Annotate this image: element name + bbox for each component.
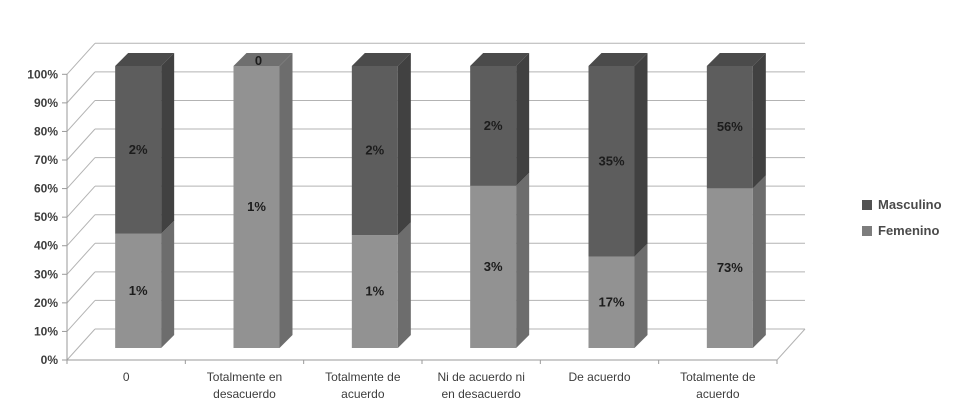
data-label-masculino-5: 56% (717, 119, 743, 134)
data-label-femenino-5: 73% (717, 260, 743, 275)
bar-3-top-face (470, 53, 530, 66)
bar-2-masculino-side (397, 53, 411, 236)
data-label-femenino-0: 1% (129, 283, 148, 298)
bar-5-femenino-segment (706, 188, 753, 348)
gridline-depth-connector (66, 242, 96, 275)
x-axis-label-5: Totalmente de acuerdo (680, 370, 756, 401)
bar-0-masculino-side (161, 53, 175, 234)
bar-3-masculino-segment (470, 66, 517, 186)
legend-item-femenino: Femenino (862, 223, 942, 238)
bar-1-femenino-segment (233, 66, 280, 348)
legend-item-masculino: Masculino (862, 197, 942, 212)
x-axis-label-1: Totalmente en desacuerdo (207, 370, 282, 401)
y-axis-label-80%: 80% (34, 124, 58, 138)
data-label-femenino-2: 1% (365, 284, 384, 299)
bar-3-femenino-side (516, 172, 530, 348)
bar-3-masculino-side (516, 53, 530, 186)
gridline-depth-connector (66, 328, 96, 361)
gridline-depth-connector (66, 71, 96, 104)
y-axis-label-20%: 20% (34, 296, 58, 310)
gridline-depth-connector (66, 271, 96, 304)
bar-3-femenino-segment (470, 185, 517, 348)
gridline-depth-connector (66, 100, 96, 132)
gridline-depth-connector (66, 157, 96, 189)
y-axis-label-50%: 50% (34, 210, 58, 224)
y-axis-label-100%: 100% (27, 67, 58, 81)
gridline-depth-connector (66, 214, 96, 247)
legend-label-masculino: Masculino (878, 197, 942, 212)
x-axis-label-2: Totalmente de acuerdo (325, 370, 401, 401)
data-label-femenino-3: 3% (484, 259, 503, 274)
x-axis-label-4: De acuerdo (568, 370, 630, 384)
bar-4-masculino-side (634, 53, 648, 257)
bar-2-femenino-segment (351, 235, 398, 348)
legend-label-femenino: Femenino (878, 223, 940, 238)
x-axis-label-0: 0 (123, 370, 130, 384)
bar-5-femenino-side (752, 175, 766, 348)
bar-2-masculino-segment (351, 66, 398, 236)
y-axis-label-90%: 90% (34, 96, 58, 110)
y-axis-label-70%: 70% (34, 153, 58, 167)
bar-0-femenino-side (161, 220, 175, 348)
gridline-depth-connector (66, 300, 96, 332)
legend-swatch-femenino-icon (862, 225, 872, 236)
gridline-depth-connector (66, 42, 96, 75)
data-label-femenino-4: 17% (598, 294, 624, 309)
y-axis-label-30%: 30% (34, 267, 58, 281)
data-label-masculino-2: 2% (365, 143, 384, 158)
bar-1-top-face (233, 53, 293, 66)
bar-4-top-face (588, 53, 648, 66)
bar-2-femenino-side (397, 222, 411, 348)
y-axis-label-60%: 60% (34, 182, 58, 196)
y-axis-label-0%: 0% (41, 353, 59, 367)
data-label-masculino-0: 2% (129, 142, 148, 157)
bar-1-femenino-side (279, 53, 293, 348)
legend: Masculino Femenino (862, 197, 942, 238)
data-label-masculino-4: 35% (598, 153, 624, 168)
bar-5-top-face (706, 53, 766, 66)
bar-0-femenino-segment (115, 233, 162, 348)
gridline-depth-connector (66, 128, 96, 161)
bar-2-top-face (351, 53, 411, 66)
bar-0-masculino-segment (115, 66, 162, 234)
y-axis-label-40%: 40% (34, 239, 58, 253)
x-axis-label-3: Ni de acuerdo ni en desacuerdo (437, 370, 524, 401)
bar-4-femenino-side (634, 243, 648, 348)
floor-right-edge (776, 328, 806, 361)
bar-5-masculino-side (752, 53, 766, 189)
gridline-depth-connector (66, 185, 96, 218)
legend-swatch-masculino-icon (862, 199, 872, 210)
data-label-masculino-1: 0 (255, 53, 262, 68)
bar-5-masculino-segment (706, 66, 753, 189)
bar-0-top-face (115, 53, 175, 66)
bar-4-masculino-segment (588, 66, 635, 257)
data-label-femenino-1: 1% (247, 199, 266, 214)
data-label-masculino-3: 2% (484, 118, 503, 133)
y-axis-label-10%: 10% (34, 324, 58, 338)
bar-4-femenino-segment (588, 256, 635, 348)
